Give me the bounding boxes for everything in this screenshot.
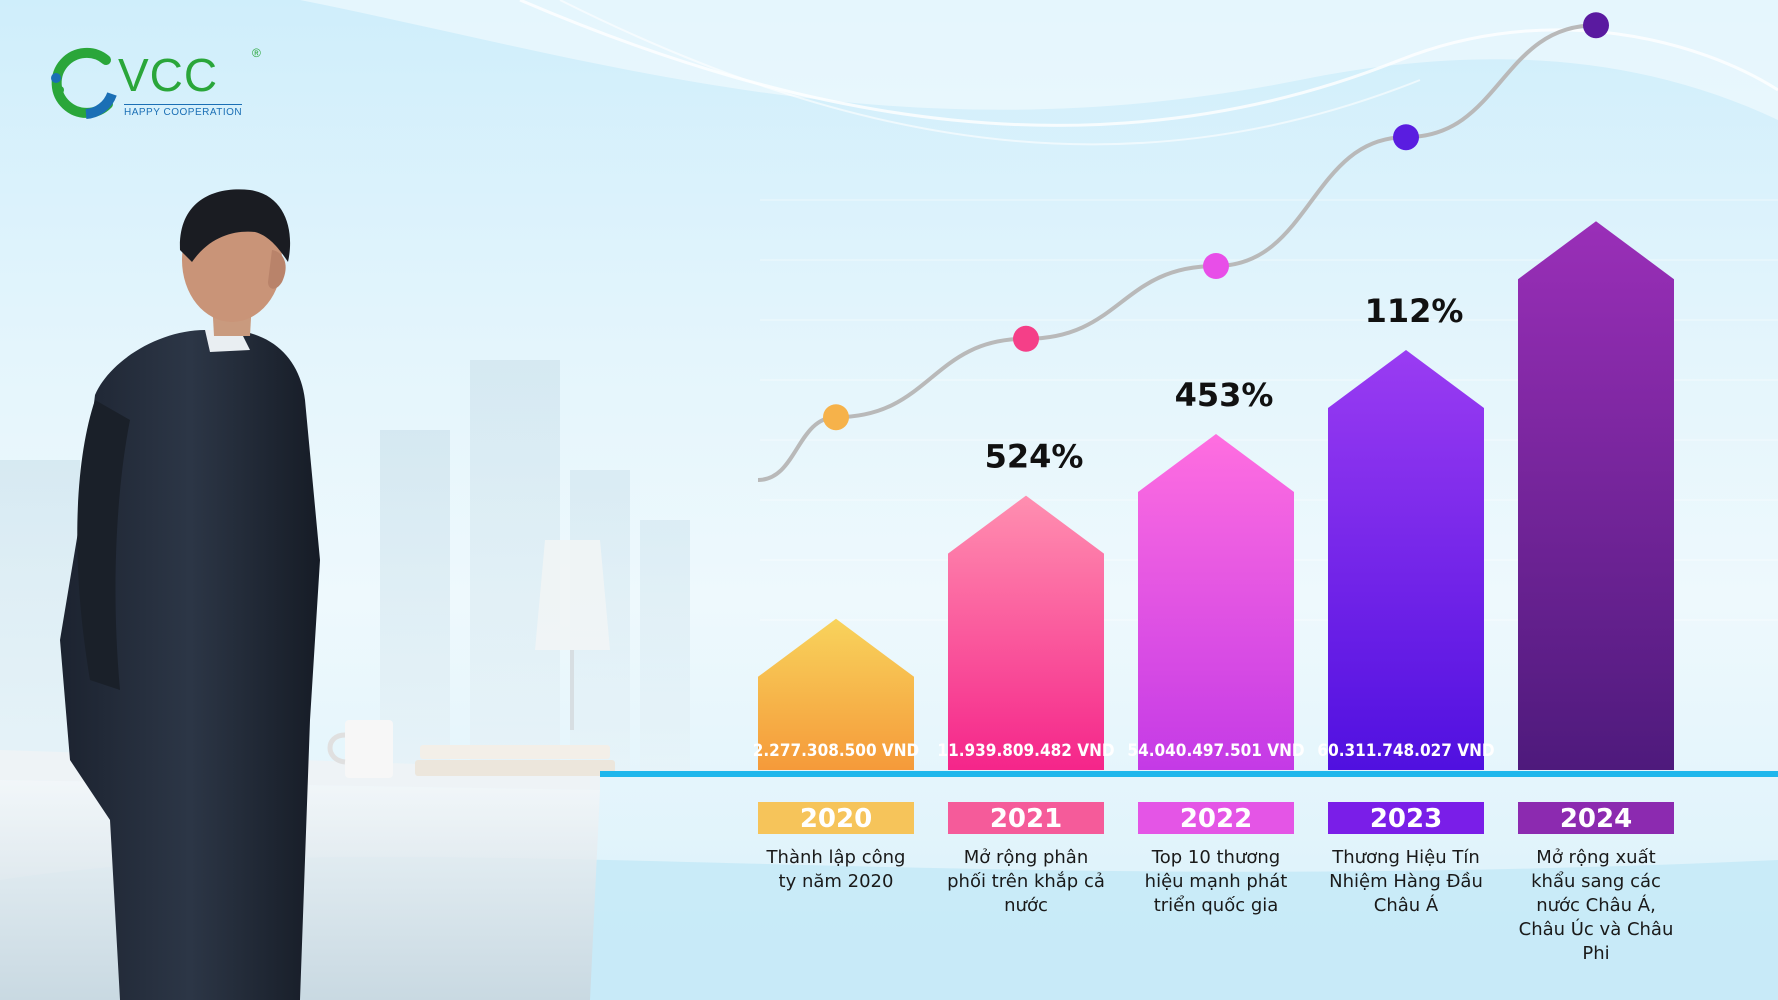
year-label-2020: 2020: [800, 804, 872, 834]
year-box-2022: [1138, 802, 1294, 834]
year-label-2023: 2023: [1370, 804, 1442, 834]
registered-mark: ®: [252, 46, 261, 60]
growth-label-2023: 112%: [1365, 292, 1464, 330]
bar-value-label-2023: 60.311.748.027 VND: [1317, 741, 1494, 761]
growth-label-2022: 453%: [1175, 376, 1274, 414]
vcc-ring-logo-icon: [51, 47, 117, 119]
vcc-logo: VCC ® HAPPY COOPERATION: [40, 42, 280, 132]
bar-2021: [948, 495, 1104, 770]
curve-dot-2024: [1583, 12, 1609, 39]
curve-dot-2021: [1013, 325, 1039, 352]
year-label-2022: 2022: [1180, 804, 1252, 834]
year-box-2020: [758, 802, 914, 834]
curve-dot-2023: [1393, 124, 1419, 151]
bar-2022: [1138, 434, 1294, 770]
milestone-description-2022: Top 10 thương hiệu mạnh phát triển quốc …: [1144, 847, 1288, 916]
milestone-description-2023: Thương Hiệu Tín Nhiệm Hàng Đầu Châu Á: [1329, 847, 1483, 916]
logo-tagline: HAPPY COOPERATION: [124, 104, 243, 118]
milestone-description-2020: Thành lập công ty năm 2020: [766, 847, 906, 892]
year-box-2024: [1518, 802, 1674, 834]
growth-label-2021: 524%: [985, 438, 1084, 476]
milestone-description-2024: Mở rộng xuất khẩu sang các nước Châu Á, …: [1518, 847, 1674, 964]
curve-dot-2022: [1203, 253, 1229, 279]
milestone-description-2021: Mở rộng phân phối trên khắp cả nước: [947, 847, 1105, 916]
bar-2024: [1518, 221, 1674, 770]
year-label-2024: 2024: [1560, 804, 1632, 834]
year-box-2021: [948, 802, 1104, 834]
bar-2023: [1328, 350, 1484, 770]
year-box-2023: [1328, 802, 1484, 834]
logo-wordmark: VCC: [118, 49, 219, 101]
curve-dot-2020: [823, 404, 849, 431]
year-label-2021: 2021: [990, 804, 1062, 834]
bar-value-label-2022: 54.040.497.501 VND: [1127, 741, 1304, 761]
bar-value-label-2021: 11.939.809.482 VND: [937, 741, 1114, 761]
bar-value-label-2020: 2.277.308.500 VND: [753, 741, 920, 761]
bar-2020: [758, 618, 914, 770]
